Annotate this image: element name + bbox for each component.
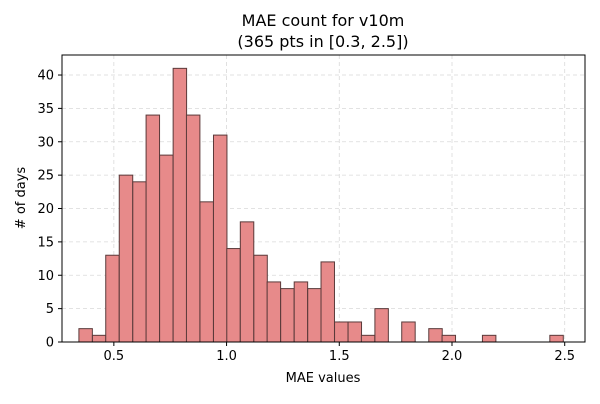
histogram-bar (360, 334, 376, 343)
histogram-bar (549, 334, 564, 343)
histogram-bar (78, 328, 93, 343)
chart-subtitle: (365 pts in [0.3, 2.5]) (237, 32, 408, 51)
histogram-bar (118, 174, 134, 343)
histogram-bar (185, 114, 201, 343)
histogram-bar (212, 134, 228, 343)
histogram-bar (401, 321, 416, 343)
y-tick-label: 5 (46, 302, 54, 317)
x-tick-label: 2.0 (442, 349, 463, 364)
histogram-bar (428, 328, 443, 343)
y-tick-label: 30 (37, 135, 54, 150)
y-tick-label: 20 (37, 202, 54, 217)
histogram-bar (91, 334, 107, 343)
x-tick-label: 2.5 (554, 349, 575, 364)
y-tick-label: 40 (37, 69, 54, 84)
x-axis-label: MAE values (286, 371, 361, 386)
histogram-bar (199, 201, 214, 343)
histogram-bar (145, 114, 161, 343)
histogram-bar (280, 288, 295, 343)
histogram-bar (441, 334, 457, 343)
x-tick-label: 1.0 (216, 349, 237, 364)
histogram-bar (105, 254, 120, 343)
chart-title: MAE count for v10m (242, 11, 405, 30)
y-tick-label: 15 (37, 235, 54, 250)
histogram-bar (266, 281, 282, 343)
histogram-bar (374, 308, 389, 343)
x-tick-label: 0.5 (104, 349, 125, 364)
histogram-bar (481, 334, 497, 343)
histogram-bar (334, 321, 349, 343)
y-tick-label: 0 (46, 336, 54, 351)
histogram-bar (132, 181, 147, 343)
x-axis-ticks: 0.5 1.0 1.5 2.0 2.5 (104, 342, 575, 364)
y-tick-label: 25 (37, 169, 54, 184)
histogram-bar (159, 154, 174, 343)
histogram-bars (78, 67, 564, 343)
histogram-bar (307, 288, 322, 343)
y-tick-label: 10 (37, 269, 54, 284)
y-tick-label: 35 (37, 102, 54, 117)
histogram-bar (253, 254, 268, 343)
x-tick-label: 1.5 (329, 349, 350, 364)
histogram-bar (226, 248, 241, 343)
histogram-bar (172, 67, 188, 343)
histogram-bar (293, 281, 309, 343)
histogram-bar (239, 221, 255, 343)
histogram-bar (347, 321, 363, 343)
y-axis-label: # of days (14, 167, 29, 230)
plot-frame (61, 54, 586, 343)
histogram-bar (320, 261, 335, 343)
y-axis-ticks: 0 5 10 15 20 25 30 35 40 (37, 69, 62, 351)
